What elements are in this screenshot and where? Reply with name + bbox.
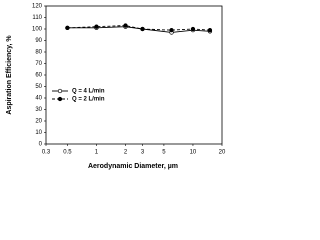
legend-label: Q = 2 L/min [72, 97, 105, 103]
x-tick-label: 0.3 [42, 150, 51, 156]
y-tick-label: 120 [32, 4, 43, 10]
legend-marker [57, 88, 63, 94]
y-tick-label: 80 [35, 50, 42, 56]
y-tick-label: 110 [32, 15, 42, 21]
data-point [207, 28, 213, 33]
y-tick-label: 20 [35, 119, 42, 125]
data-point [94, 24, 99, 29]
y-axis-title: Aspiration Efficiency, % [6, 35, 13, 115]
x-tick-label: 5 [162, 150, 166, 156]
y-tick-label: 0 [39, 142, 43, 148]
x-tick-label: 1 [95, 150, 99, 156]
y-tick-label: 90 [35, 38, 42, 44]
x-tick-label: 10 [190, 150, 197, 156]
y-tick-label: 100 [32, 27, 43, 33]
y-tick-label: 40 [35, 96, 42, 102]
x-axis-title: Aerodynamic Diameter, µm [88, 163, 178, 170]
page: Aerodynamic Diameter, µm Aspiration Effi… [5, 3, 226, 170]
y-tick-label: 70 [35, 61, 42, 67]
y-tick-label: 10 [35, 130, 42, 136]
legend-marker [57, 96, 63, 102]
y-tick-label: 30 [35, 107, 42, 113]
x-tick-label: 3 [141, 150, 145, 156]
y-tick-label: 60 [35, 73, 42, 79]
data-point [190, 26, 196, 32]
data-point [123, 23, 128, 28]
data-point [169, 28, 174, 33]
data-point [140, 26, 145, 32]
x-tick-label: 0.5 [63, 150, 72, 156]
x-tick-label: 20 [219, 150, 226, 156]
data-point [65, 25, 70, 31]
x-tick-label: 2 [124, 150, 128, 156]
plot-frame [45, 5, 223, 145]
chart: Aerodynamic Diameter, µm Aspiration Effi… [6, 4, 226, 170]
legend-label: Q = 4 L/min [72, 89, 105, 95]
y-tick-label: 50 [35, 84, 42, 90]
